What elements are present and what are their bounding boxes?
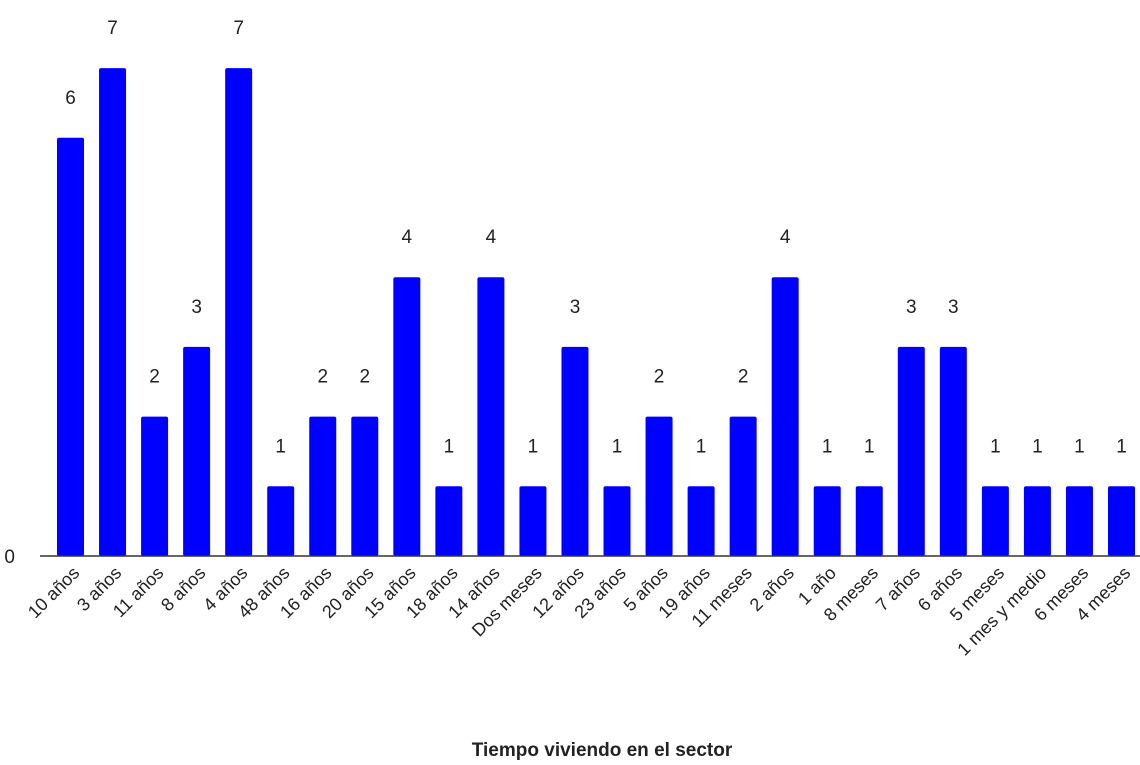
bar xyxy=(729,416,757,556)
bar-value-label: 1 xyxy=(864,436,875,457)
bar xyxy=(813,486,841,556)
x-axis-title: Tiempo viviendo en el sector xyxy=(472,740,733,761)
bar xyxy=(897,346,925,556)
bar-value-label: 1 xyxy=(1116,436,1127,457)
bar xyxy=(939,346,967,556)
bar xyxy=(57,137,84,557)
bar xyxy=(183,346,211,556)
data-labels-group: 6 7 2 3 7 1 2 2 4 1 4 1 3 1 2 1 2 4 1 1 3 3 1 1 1 1 xyxy=(65,18,1127,457)
bar xyxy=(1065,486,1093,556)
bar-value-label: 4 xyxy=(780,227,791,248)
bar-value-label: 4 xyxy=(402,227,413,248)
bar xyxy=(519,486,547,556)
bar-value-label: 1 xyxy=(822,436,833,457)
bar xyxy=(1023,486,1051,556)
bar xyxy=(603,486,631,556)
bar xyxy=(309,416,337,556)
bar-value-label: 7 xyxy=(107,18,118,39)
x-tick-label: 2 años xyxy=(746,563,798,615)
bar xyxy=(1108,486,1135,556)
bar xyxy=(771,277,799,556)
bar xyxy=(225,68,253,556)
bar xyxy=(981,486,1009,556)
bar-value-label: 6 xyxy=(65,88,76,109)
bar-value-label: 3 xyxy=(191,297,202,318)
bars-group xyxy=(57,68,1135,557)
x-tick-label: 10 años xyxy=(24,563,83,622)
x-tick-label: 8 años xyxy=(157,563,209,615)
bar-value-label: 3 xyxy=(570,297,581,318)
bar-value-label: 1 xyxy=(444,436,455,457)
bar-value-label: 1 xyxy=(1032,436,1043,457)
bar xyxy=(687,486,715,556)
bar xyxy=(393,277,421,556)
bar-value-label: 1 xyxy=(275,436,286,457)
bar xyxy=(351,416,379,556)
y-axis-ticks: 0 xyxy=(4,547,15,568)
bar xyxy=(645,416,673,556)
bar xyxy=(435,486,463,556)
bar-value-label: 7 xyxy=(233,18,244,39)
bar-value-label: 1 xyxy=(1074,436,1085,457)
bar xyxy=(141,416,169,556)
bar xyxy=(267,486,295,556)
bar-value-label: 2 xyxy=(149,367,160,388)
bar-value-label: 1 xyxy=(696,436,707,457)
bar-value-label: 3 xyxy=(948,297,959,318)
bar-value-label: 1 xyxy=(528,436,539,457)
bar xyxy=(855,486,883,556)
y-tick-label: 0 xyxy=(4,547,15,568)
bar-value-label: 2 xyxy=(738,367,749,388)
bar-value-label: 2 xyxy=(359,367,370,388)
x-tick-label: 7 años xyxy=(872,563,924,615)
bar-value-label: 1 xyxy=(990,436,1001,457)
bar xyxy=(561,346,589,556)
bar-value-label: 2 xyxy=(317,367,328,388)
bar-value-label: 3 xyxy=(906,297,917,318)
bar-value-label: 1 xyxy=(612,436,623,457)
bar-value-label: 2 xyxy=(654,367,665,388)
bar-value-label: 4 xyxy=(486,227,497,248)
bar xyxy=(99,68,127,556)
bar xyxy=(477,277,505,556)
